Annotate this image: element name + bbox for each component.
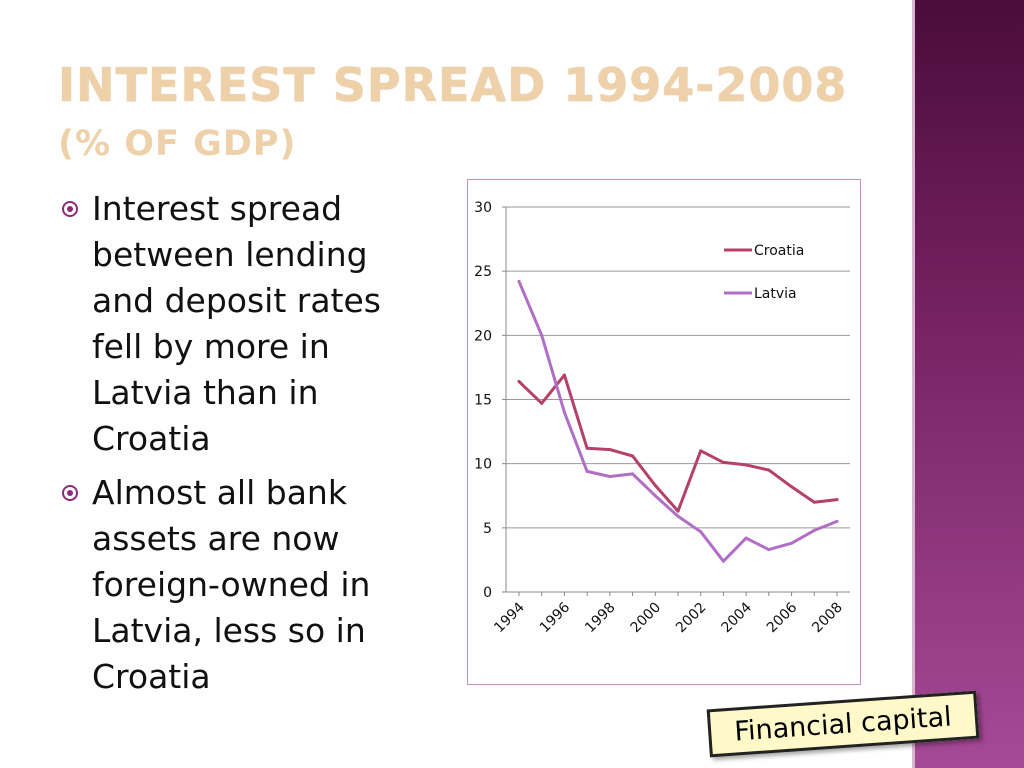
slide-subtitle: (% of GDP) [58,124,297,164]
y-tick-label: 0 [483,585,492,601]
x-tick-label: 2000 [628,600,665,637]
y-tick-label: 30 [474,200,492,216]
x-tick-label: 1996 [537,599,574,636]
y-tick-label: 25 [474,264,492,280]
data-point-croatia [631,454,635,458]
series-line-croatia [517,373,839,513]
data-point-latvia [653,494,657,498]
decorative-side-band [912,0,1024,768]
legend-label: Latvia [754,286,797,302]
line-chart: 0 5 10 15 20 25 30 1994 1996 1998 2000 2002 2004 2006… [474,200,850,637]
bullet-circle-icon [62,485,78,501]
bullet-text: Almost all bank assets are now foreign-o… [92,473,371,696]
x-tick-label: 2006 [764,599,801,636]
x-tick-label: 2002 [673,600,710,637]
data-point-croatia [608,448,612,452]
x-tick-label: 2004 [718,599,755,636]
y-tick-label: 5 [483,521,492,537]
x-tick-label: 2008 [809,600,846,637]
slide-title: Interest spread 1994-2008 [58,58,848,112]
x-tick-label: 1994 [491,599,528,636]
x-tick-label: 1998 [582,600,619,637]
data-point-croatia [835,498,839,502]
bullet-text: Interest spread between lending and depo… [92,189,381,458]
bullet-item: Interest spread between lending and depo… [62,186,422,462]
data-point-latvia [744,536,748,540]
data-point-latvia [699,530,703,534]
data-point-croatia [540,401,544,405]
series-line-latvia [517,279,839,563]
data-point-croatia [562,373,566,377]
bullet-circle-icon [62,201,78,217]
data-point-latvia [812,528,816,532]
data-point-latvia [631,472,635,476]
data-point-latvia [835,519,839,523]
data-point-croatia [653,483,657,487]
data-point-croatia [767,468,771,472]
data-point-croatia [517,380,521,384]
bullet-item: Almost all bank assets are now foreign-o… [62,470,422,700]
y-tick-label: 10 [474,457,492,473]
data-point-latvia [562,410,566,414]
data-point-croatia [721,460,725,464]
data-point-latvia [540,333,544,337]
chart-frame: 0 5 10 15 20 25 30 1994 1996 1998 2000 2002 2004 2006… [467,179,861,685]
data-point-latvia [517,279,521,283]
data-point-croatia [699,449,703,453]
y-tick-label: 15 [474,393,492,409]
data-point-latvia [608,475,612,478]
y-tick-label: 20 [474,328,492,344]
data-point-croatia [676,509,680,513]
data-point-latvia [767,548,771,552]
data-point-croatia [744,463,748,467]
data-point-croatia [585,446,589,450]
bullet-list: Interest spread between lending and depo… [62,186,422,708]
data-point-latvia [676,514,680,518]
data-point-latvia [790,541,794,545]
data-point-croatia [812,500,816,504]
legend-label: Croatia [754,243,804,259]
data-point-latvia [585,469,589,473]
data-point-latvia [721,559,725,563]
data-point-croatia [790,485,794,489]
